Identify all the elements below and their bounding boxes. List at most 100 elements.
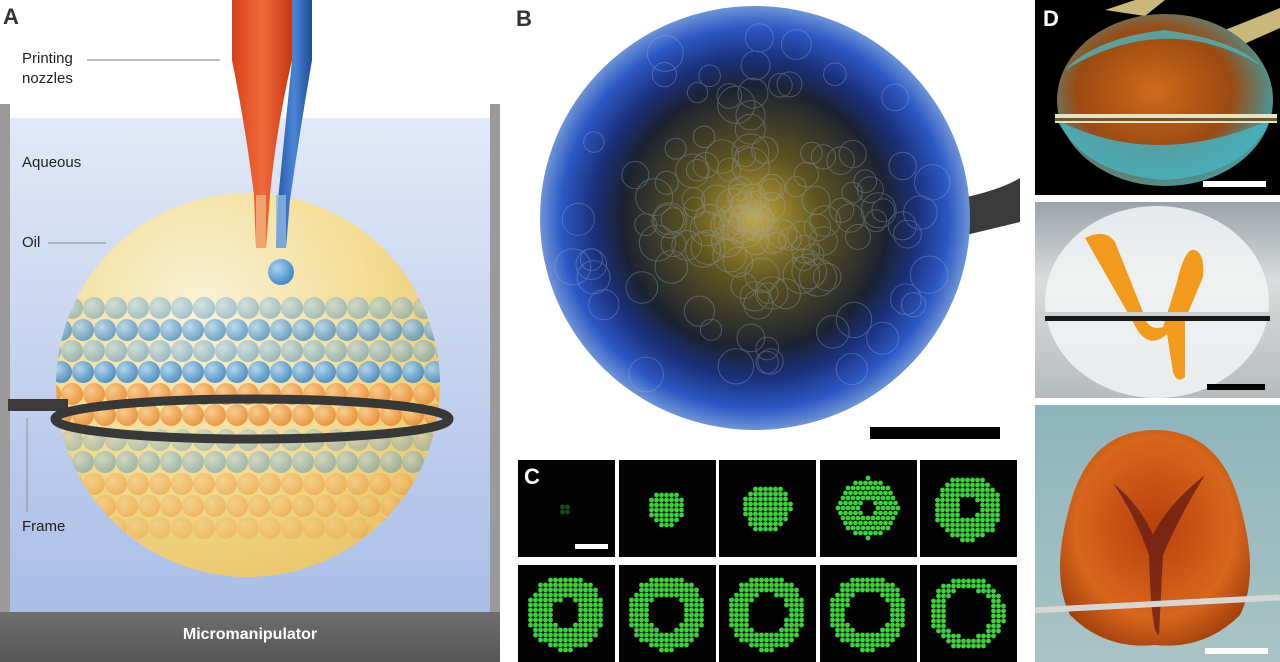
fluorescent-droplet [538, 622, 543, 628]
fluorescent-droplet [543, 587, 548, 593]
fluorescent-droplet [837, 500, 843, 506]
droplet [358, 451, 380, 473]
fluorescent-droplet [560, 509, 565, 515]
micrograph-cell [625, 271, 659, 304]
fluorescent-droplet [658, 582, 664, 588]
fluorescent-droplet [860, 515, 865, 521]
fluorescent-droplet [849, 642, 855, 648]
fluorescent-droplet [578, 612, 583, 618]
fluorescent-droplet [794, 622, 799, 628]
fluorescent-droplet [553, 592, 558, 598]
fluorescent-droplet [688, 617, 694, 623]
micrograph-cell [681, 187, 706, 212]
fluorescent-droplet [748, 521, 753, 527]
droplet [149, 340, 171, 362]
droplet [413, 429, 435, 451]
fluorescent-droplet [950, 492, 955, 498]
fluorescent-droplet [563, 627, 568, 633]
micrograph-cell [758, 173, 786, 202]
fluorescent-droplet [869, 577, 875, 583]
fluorescent-droplet [693, 617, 699, 623]
fluorescent-droplet [528, 607, 533, 613]
fluorescent-droplet [768, 516, 773, 522]
droplet [358, 404, 380, 426]
fluorescent-droplet [749, 582, 754, 588]
fluorescent-droplet [648, 632, 654, 638]
fluorescent-droplet [940, 487, 945, 493]
fluorescent-droplet [744, 617, 749, 623]
droplet [215, 473, 237, 495]
fluorescent-droplet [980, 517, 985, 523]
fluorescent-droplet [553, 597, 558, 603]
fluorescent-droplet [854, 577, 860, 583]
fluorescent-droplet [877, 520, 883, 526]
fluorescent-droplet [845, 495, 850, 501]
fluorescent-droplet [980, 522, 985, 528]
fluorescent-droplet [980, 482, 985, 488]
fluorescent-droplet [648, 497, 654, 503]
fluorescent-droplet [668, 577, 674, 583]
droplet [391, 297, 413, 319]
fluorescent-droplet [779, 642, 784, 648]
fluorescent-droplet [683, 642, 689, 648]
fluorescent-droplet [773, 501, 778, 507]
micrograph-cell [914, 164, 951, 201]
fluorescent-droplet [875, 515, 880, 521]
droplet [303, 340, 325, 362]
droplet [237, 297, 259, 319]
micrograph-cell [654, 250, 689, 284]
fluorescent-droplet [852, 500, 858, 506]
fluorescent-droplet [837, 510, 843, 516]
droplet [237, 340, 259, 362]
fluorescent-droplet [744, 612, 749, 618]
fluorescent-droplet [668, 507, 674, 513]
fluorescent-droplet [879, 577, 885, 583]
fluorescent-droplet [673, 497, 679, 503]
fluorescent-droplet [593, 592, 598, 598]
micrograph-cell [864, 209, 888, 233]
fluorescent-droplet [753, 516, 758, 522]
fluorescent-droplet [936, 588, 941, 594]
fluorescent-droplet [874, 632, 880, 638]
fluorescent-droplet [628, 612, 634, 618]
fluorescent-droplet [538, 582, 543, 588]
fluorescent-droplet [857, 490, 863, 496]
droplet [182, 404, 204, 426]
fluorescent-droplet [931, 613, 936, 619]
fluorescent-droplet [857, 530, 863, 536]
micrograph-cell [728, 205, 757, 233]
droplet [413, 383, 435, 405]
fluorescent-droplet [673, 492, 679, 498]
fluorescent-droplet [683, 632, 689, 638]
fluorescent-droplet [839, 592, 845, 598]
fluorescent-droplet [779, 577, 784, 583]
fluorescent-droplet [970, 517, 975, 523]
fluorescent-droplet [739, 597, 744, 603]
fluorescent-droplet [839, 607, 845, 613]
micrograph-cell [767, 219, 798, 250]
fluorescent-droplet [533, 602, 538, 608]
fluorescent-droplet [759, 637, 764, 643]
droplet [94, 319, 116, 341]
fluorescent-droplet [960, 537, 965, 543]
fluorescent-droplet [875, 485, 880, 491]
fluorescent-droplet [663, 502, 669, 508]
fluorescent-droplet [877, 490, 883, 496]
fluorescent-droplet [844, 592, 850, 598]
fluorescent-droplet [784, 632, 789, 638]
fluorescent-droplet [638, 632, 644, 638]
panel-a: A Printing nozzles Aqueous Oil Frame Mic… [0, 0, 500, 662]
fluorescent-droplet [538, 607, 543, 613]
micrograph-cell [740, 50, 771, 81]
fluorescent-droplet [872, 510, 878, 516]
micrograph-cell [900, 292, 927, 318]
fluorescent-droplet [789, 612, 794, 618]
fluorescent-droplet [778, 516, 783, 522]
fluorescent-droplet [894, 617, 900, 623]
fluorescent-droplet [936, 628, 941, 634]
fluorescent-droplet [840, 495, 845, 501]
micrograph-cell [757, 191, 786, 221]
fluorescent-droplet [940, 492, 945, 498]
label-nozzles: nozzles [22, 70, 73, 87]
fluorescent-droplet [583, 602, 588, 608]
